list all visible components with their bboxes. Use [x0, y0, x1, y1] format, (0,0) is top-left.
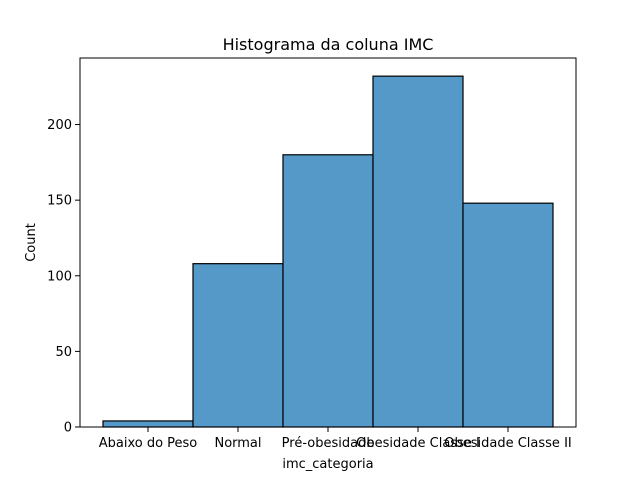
- x-tick-label-3: Obesidade Classe I: [356, 436, 480, 451]
- bar-0: [102, 420, 194, 428]
- plot-frame: [79, 57, 577, 428]
- y-axis: 0 50 100 150 200: [47, 118, 80, 436]
- bars-group: [102, 75, 554, 428]
- y-tick-label-3: 150: [47, 194, 72, 209]
- x-tick-label-1: Normal: [214, 436, 261, 451]
- chart-title: Histograma da coluna IMC: [223, 35, 434, 54]
- y-tick-label-0: 0: [64, 421, 72, 436]
- x-tick-label-2: Pré-obesidade: [282, 436, 375, 451]
- x-axis: Abaixo do Peso Normal Pré-obesidadeObesida…: [99, 427, 572, 451]
- bar-2: [282, 154, 374, 428]
- y-axis-label: Count: [24, 223, 39, 262]
- x-tick-label-4: Obesidade Classe II: [444, 436, 571, 451]
- bar-3: [372, 75, 464, 428]
- bar-4: [462, 202, 554, 428]
- x-axis-label: imc_categoria: [282, 457, 373, 472]
- y-tick-label-1: 50: [55, 345, 72, 360]
- x-tick-label-0: Abaixo do Peso: [99, 436, 198, 451]
- bar-1: [192, 263, 284, 428]
- y-tick-label-4: 200: [47, 118, 72, 133]
- y-tick-label-2: 100: [47, 269, 72, 284]
